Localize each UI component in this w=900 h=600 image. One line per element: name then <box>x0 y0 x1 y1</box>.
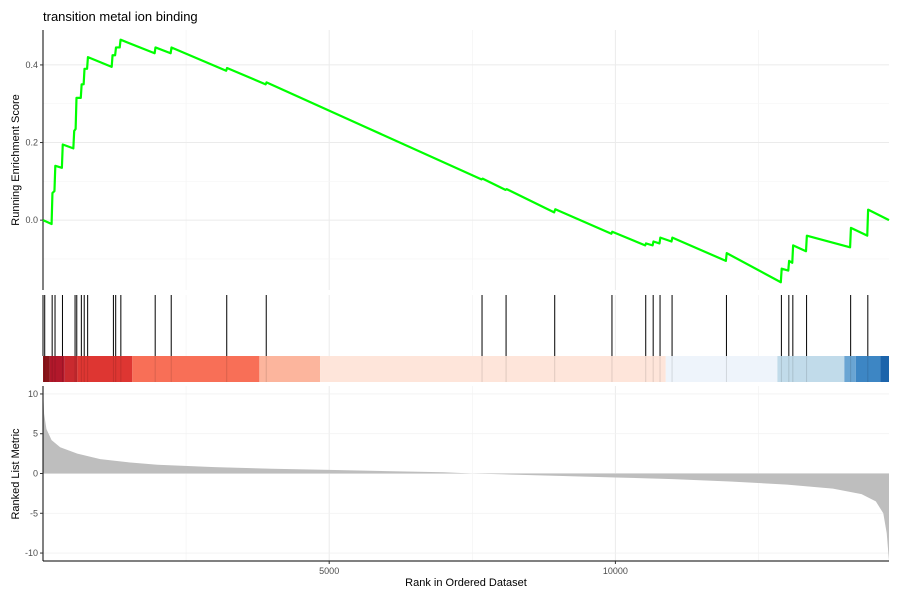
y-tick-label: 0.2 <box>25 138 38 148</box>
colorbar-band <box>844 356 856 382</box>
y-tick-label: 10 <box>28 389 38 399</box>
chart-title: transition metal ion binding <box>43 9 198 24</box>
enrichment-y-ticks: 0.0 0.2 0.4 <box>25 60 43 225</box>
ranked-grid <box>43 386 889 561</box>
y-tick-label: 0 <box>33 469 38 479</box>
colorbar-band <box>880 356 889 382</box>
colorbar-band <box>132 356 260 382</box>
enrichment-grid <box>43 30 889 290</box>
enrichment-score-line <box>42 38 890 284</box>
colorbar-band <box>259 356 321 382</box>
ranked-y-ticks: 10 5 0 -5 -10 <box>25 389 43 558</box>
colorbar-band <box>855 356 881 382</box>
x-tick-label: 5000 <box>319 566 339 576</box>
y-tick-label: -5 <box>30 508 38 518</box>
ranked-metric-area <box>43 389 889 561</box>
enrichment-score-panel: 0.0 0.2 0.4 Running Enrichment Score <box>10 30 890 290</box>
colorbar-band <box>777 356 845 382</box>
colorbar-band <box>665 356 778 382</box>
colorbar-band <box>77 356 133 382</box>
rank-colorbar <box>43 356 889 382</box>
x-ticks: 5000 10000 <box>319 561 628 576</box>
y-tick-label: -10 <box>25 548 38 558</box>
gene-hit-lines <box>44 295 869 356</box>
hits-grid <box>185 295 759 356</box>
y-tick-label: 5 <box>33 429 38 439</box>
colorbar-band <box>320 356 666 382</box>
y-tick-label: 0.0 <box>25 215 38 225</box>
colorbar-band <box>49 356 65 382</box>
colorbar-band <box>64 356 78 382</box>
ranked-metric-panel: 10 5 0 -5 -10 5000 10000 Ranked List Metric R… <box>10 386 889 589</box>
ranked-y-axis-title: Ranked List Metric <box>10 428 22 520</box>
gene-hits-panel <box>42 295 869 356</box>
colorbar-band <box>43 356 50 382</box>
enrichment-y-axis-title: Running Enrichment Score <box>10 94 22 225</box>
x-tick-label: 10000 <box>603 566 628 576</box>
y-tick-label: 0.4 <box>25 60 38 70</box>
x-axis-title: Rank in Ordered Dataset <box>405 577 527 589</box>
